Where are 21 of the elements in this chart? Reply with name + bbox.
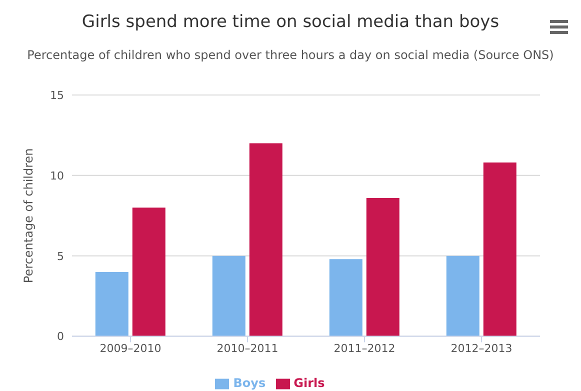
y-tick-label: 0 — [57, 330, 64, 344]
bar — [446, 256, 480, 336]
y-tick-label: 15 — [50, 88, 64, 102]
bar — [132, 208, 166, 336]
y-tick-label: 5 — [57, 250, 64, 263]
x-tick-label: 2010–2011 — [216, 342, 278, 356]
x-tick-label: 2012–2013 — [450, 342, 512, 356]
chart-title: Girls spend more time on social media than boys — [80, 12, 500, 32]
bar — [366, 198, 400, 336]
x-tick-label: 2009–2010 — [100, 342, 162, 356]
x-tick-label: 2011–2012 — [334, 342, 396, 356]
bar — [212, 256, 246, 336]
legend-label: Girls — [294, 376, 325, 390]
y-axis-title: Percentage of children — [21, 148, 36, 284]
bar — [249, 143, 282, 336]
y-tick-label: 10 — [50, 169, 64, 182]
bar — [329, 259, 362, 336]
chart-subtitle: Percentage of children who spend over three hours a day on social media (Source ONS) — [26, 48, 555, 63]
bar — [95, 272, 128, 336]
bar — [483, 162, 516, 336]
legend-label: Boys — [233, 376, 266, 390]
